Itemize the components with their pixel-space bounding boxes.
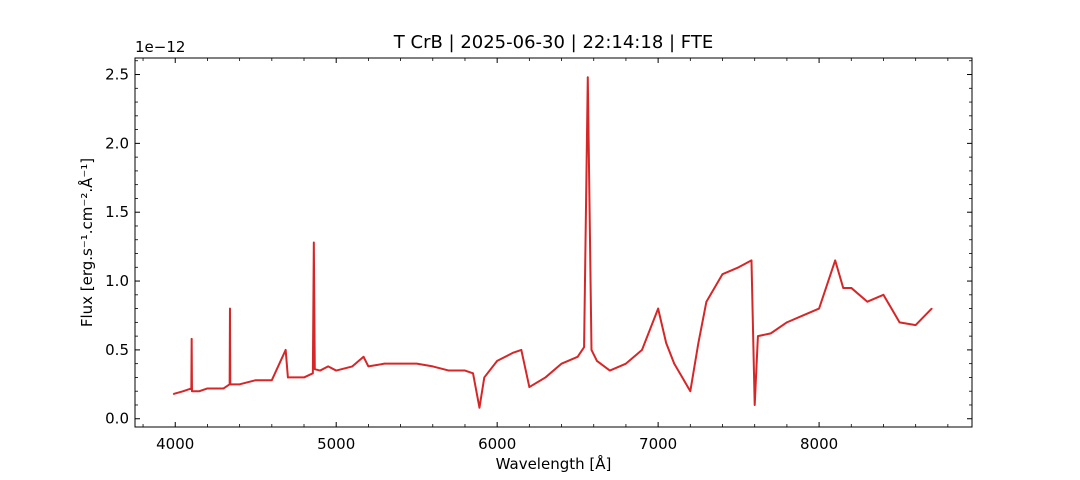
data-point [351, 365, 354, 368]
data-point [842, 287, 845, 289]
data-point [673, 362, 676, 365]
y-tick-label: 1.0 [105, 272, 129, 290]
data-point [483, 376, 486, 379]
data-point [930, 307, 933, 310]
data-point [657, 307, 659, 310]
data-point [229, 383, 232, 386]
data-point [303, 376, 305, 379]
data-point [431, 365, 434, 368]
data-point [367, 365, 370, 368]
data-point [198, 390, 201, 393]
data-point [689, 390, 692, 393]
data-point [399, 362, 402, 365]
data-point [472, 372, 474, 375]
data-point [448, 369, 450, 372]
chart-title: T CrB | 2025-06-30 | 22:14:18 | FTE [393, 32, 713, 53]
data-point [737, 266, 740, 269]
data-point [229, 307, 231, 310]
x-tick-label: 5000 [317, 435, 355, 453]
y-tick-label: 1.5 [105, 203, 129, 221]
data-point [528, 386, 531, 388]
data-point [681, 376, 684, 379]
data-point [415, 362, 418, 365]
y-tick-label: 0.0 [105, 410, 129, 428]
x-tick-label: 7000 [639, 435, 677, 453]
data-point [478, 406, 481, 409]
data-point [335, 369, 338, 372]
data-point [284, 349, 287, 351]
data-point [512, 351, 515, 354]
data-point [222, 387, 225, 390]
data-point [520, 349, 523, 351]
data-point [665, 342, 667, 344]
x-tick-label: 4000 [156, 435, 194, 453]
y-tick-label: 2.5 [105, 66, 129, 84]
data-point [866, 300, 869, 303]
data-point [914, 324, 917, 326]
data-point [753, 404, 756, 406]
x-tick-label: 8000 [800, 435, 838, 453]
data-point [818, 307, 820, 310]
data-point [190, 387, 193, 390]
data-point [609, 369, 611, 372]
plot-frame [134, 57, 973, 428]
data-point [383, 362, 386, 365]
data-point [191, 390, 193, 393]
data-point [697, 342, 700, 344]
data-point [544, 376, 547, 379]
data-point [750, 259, 753, 262]
data-point [770, 332, 772, 335]
data-point [464, 369, 466, 372]
x-tick-label: 6000 [478, 435, 516, 453]
data-point [313, 241, 315, 244]
data-point [850, 287, 853, 289]
data-point [287, 376, 289, 379]
data-point [721, 273, 724, 275]
data-point [802, 314, 804, 317]
y-tick-label: 0.5 [105, 341, 129, 359]
data-point [172, 393, 175, 395]
data-point [362, 355, 365, 358]
data-point [705, 300, 708, 303]
data-point [898, 321, 901, 324]
data-point [254, 379, 257, 381]
data-point [560, 362, 563, 365]
data-point [319, 369, 321, 372]
spectrum-line-0 [173, 76, 933, 409]
data-point [182, 390, 185, 393]
y-axis-title: Flux [erg.s⁻¹.cm⁻².Å⁻¹] [77, 158, 96, 327]
data-point [312, 372, 314, 375]
data-point [641, 349, 643, 351]
data-point [757, 335, 759, 337]
data-point [590, 349, 593, 351]
x-axis-title: Wavelength [Å] [496, 454, 612, 473]
data-point [625, 362, 627, 365]
data-point [238, 383, 241, 386]
data-point [583, 346, 585, 348]
data-point [271, 379, 273, 381]
data-point [206, 387, 209, 390]
data-point [882, 294, 885, 296]
y-tick-label: 2.0 [105, 134, 129, 152]
y-offset-label: 1e−12 [135, 38, 185, 56]
data-point [786, 321, 788, 324]
data-point [190, 338, 193, 340]
data-point [313, 368, 316, 370]
data-point [596, 360, 598, 362]
data-point [327, 365, 329, 368]
data-point [586, 76, 589, 79]
data-point [496, 360, 498, 362]
data-point [576, 355, 579, 358]
data-point [834, 259, 836, 262]
